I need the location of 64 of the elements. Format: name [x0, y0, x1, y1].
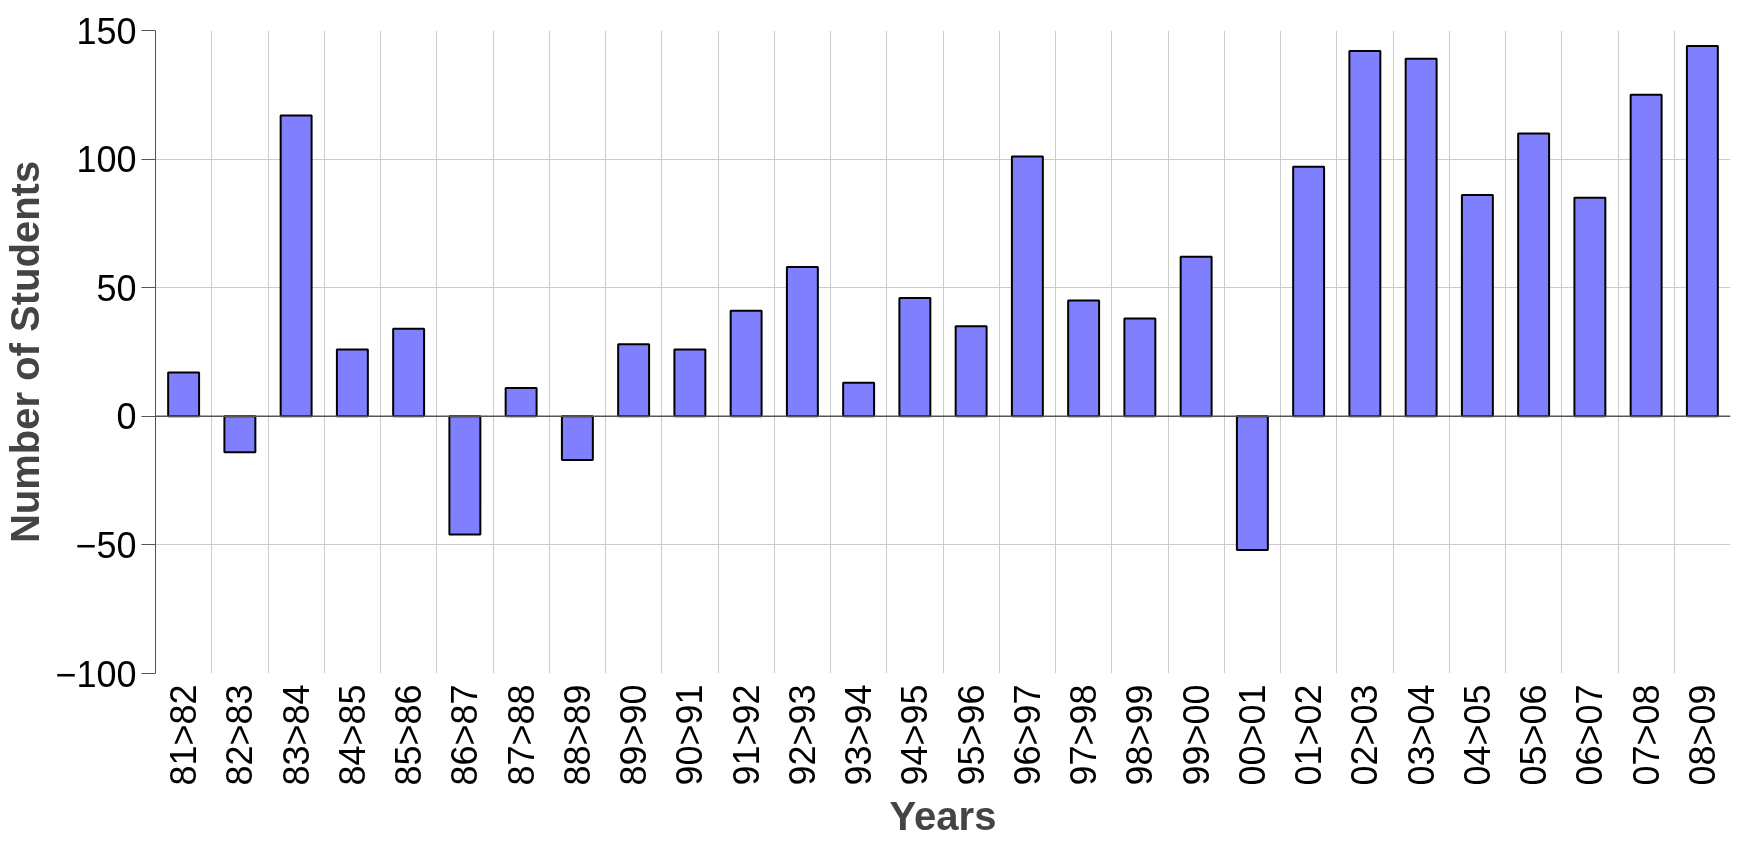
bar [1460, 194, 1494, 418]
x-tick-label: 95>96 [950, 684, 992, 786]
x-tick-label: 07>08 [1625, 684, 1667, 786]
x-tick-label: 90>91 [669, 684, 711, 786]
bar [1573, 196, 1607, 418]
x-tick-label: 05>06 [1513, 684, 1555, 786]
x-tick-label: 89>90 [613, 684, 655, 786]
bar [1235, 415, 1269, 552]
bar [1292, 165, 1326, 418]
y-tick-label: 100 [76, 139, 137, 181]
bar [617, 343, 651, 418]
bar [729, 309, 763, 418]
x-tick-label: 86>87 [444, 684, 486, 786]
bar [954, 325, 988, 418]
x-tick-label: 00>01 [1231, 684, 1273, 786]
x-tick-label: 88>89 [556, 684, 598, 786]
bar [167, 371, 201, 418]
bar [898, 296, 932, 418]
bar [673, 348, 707, 418]
y-tick-label: −50 [75, 524, 137, 566]
bar [504, 387, 538, 418]
y-tick-label: 0 [116, 396, 137, 438]
bar [1404, 57, 1438, 418]
y-tick-label: −100 [55, 653, 137, 695]
y-axis-title: Number of Students [3, 160, 48, 544]
x-tick-label: 01>02 [1288, 684, 1330, 786]
bar [1179, 255, 1213, 418]
bar [1010, 155, 1044, 418]
bar [560, 415, 594, 462]
x-tick-label: 94>95 [894, 684, 936, 786]
bar [1348, 50, 1382, 418]
x-tick-label: 82>83 [219, 684, 261, 786]
bar [842, 381, 876, 418]
bar [1685, 44, 1719, 418]
bar [1517, 132, 1551, 418]
x-tick-label: 83>84 [275, 684, 317, 786]
bar [392, 327, 426, 418]
bar [223, 415, 257, 454]
x-axis-title: Years [889, 793, 997, 838]
x-tick-label: 98>99 [1119, 684, 1161, 786]
x-tick-label: 04>05 [1456, 684, 1498, 786]
x-tick-label: 06>07 [1569, 684, 1611, 786]
bar [1123, 317, 1157, 418]
x-tick-label: 92>93 [781, 684, 823, 786]
x-tick-label: 85>86 [388, 684, 430, 786]
x-tick-label: 03>04 [1400, 684, 1442, 786]
x-tick-label: 81>82 [163, 684, 205, 786]
x-tick-label: 96>97 [1006, 684, 1048, 786]
bar [335, 348, 369, 418]
bar [279, 114, 313, 418]
bar [448, 415, 482, 536]
x-tick-label: 99>00 [1175, 684, 1217, 786]
x-tick-label: 84>85 [331, 684, 373, 786]
x-tick-label: 87>88 [500, 684, 542, 786]
y-tick-label: 150 [76, 10, 137, 52]
y-tick-label: 50 [96, 267, 137, 309]
x-tick-label: 02>03 [1344, 684, 1386, 786]
x-tick-label: 91>92 [725, 684, 767, 786]
x-tick-label: 97>98 [1063, 684, 1105, 786]
bar [785, 266, 819, 418]
bar [1629, 93, 1663, 418]
x-tick-label: 93>94 [838, 684, 880, 786]
bar [1067, 299, 1101, 418]
x-tick-label: 08>09 [1681, 684, 1723, 786]
